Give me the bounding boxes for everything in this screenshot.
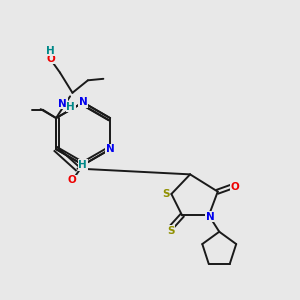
Text: S: S — [167, 226, 175, 236]
Text: H: H — [46, 46, 55, 56]
Text: O: O — [68, 175, 76, 185]
Text: O: O — [230, 182, 239, 192]
Text: N: N — [106, 144, 115, 154]
Text: S: S — [162, 189, 170, 199]
Text: H: H — [66, 102, 75, 112]
Text: N: N — [79, 98, 88, 107]
Text: O: O — [47, 54, 56, 64]
Text: H: H — [79, 160, 87, 170]
Text: N: N — [58, 99, 67, 109]
Text: N: N — [206, 212, 215, 222]
